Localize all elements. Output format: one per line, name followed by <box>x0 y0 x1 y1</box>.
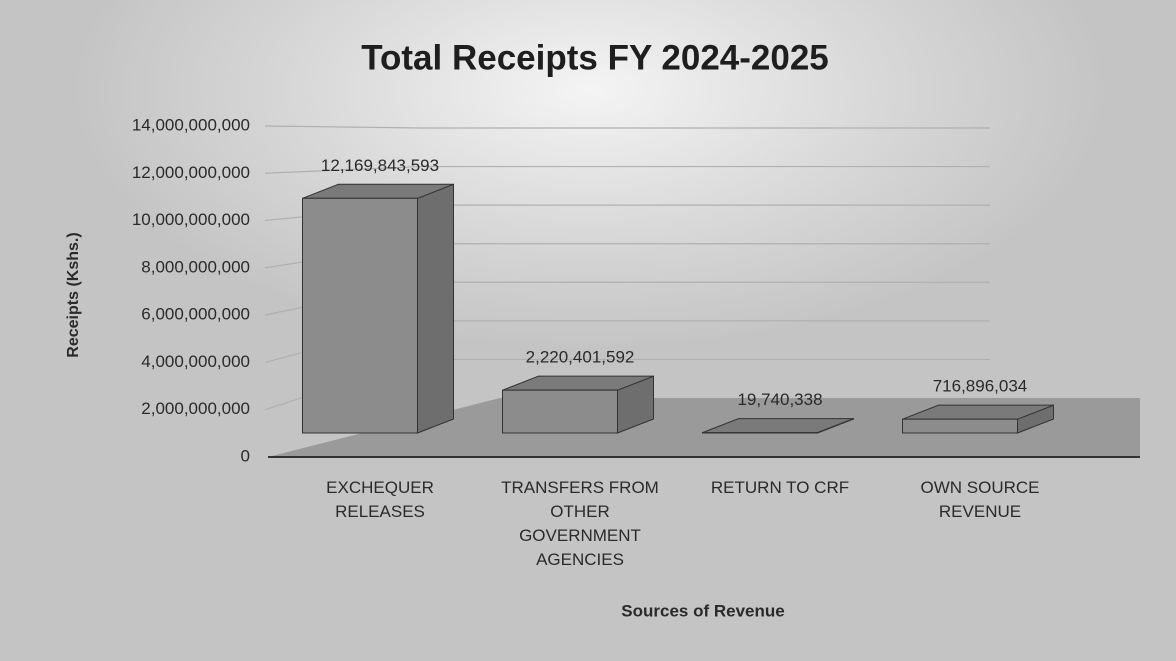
data-label: 716,896,034 <box>933 377 1028 396</box>
bar <box>302 197 418 434</box>
y-axis-label: Receipts (Kshs.) <box>65 232 82 357</box>
bar <box>502 389 618 434</box>
x-tick-label: OWN SOURCE REVENUE <box>920 478 1040 521</box>
y-tick-label: 0 <box>241 446 250 465</box>
y-tick-label: 8,000,000,000 <box>141 257 250 276</box>
chart-title: Total Receipts FY 2024-2025 <box>361 38 829 77</box>
x-tick-label: EXCHEQUER RELEASES <box>326 478 434 521</box>
x-axis-label: Sources of Revenue <box>621 601 784 620</box>
grid-line <box>264 125 990 129</box>
y-tick-label: 2,000,000,000 <box>141 399 250 418</box>
data-label: 2,220,401,592 <box>526 348 635 367</box>
y-tick-label: 10,000,000,000 <box>132 210 250 229</box>
x-tick-label: RETURN TO CRF <box>710 478 850 497</box>
y-tick-label: 4,000,000,000 <box>141 352 250 371</box>
y-tick-label: 14,000,000,000 <box>132 115 250 134</box>
y-tick-label: 6,000,000,000 <box>141 305 250 324</box>
x-tick-label: TRANSFERS FROM OTHER GOVERNMENT AGENCIES <box>501 478 659 569</box>
bar-side <box>417 183 454 434</box>
data-label: 12,169,843,593 <box>321 156 439 175</box>
data-label: 19,740,338 <box>737 390 822 409</box>
bar <box>902 418 1018 434</box>
grid-line <box>264 165 990 174</box>
y-tick-label: 12,000,000,000 <box>132 163 250 182</box>
